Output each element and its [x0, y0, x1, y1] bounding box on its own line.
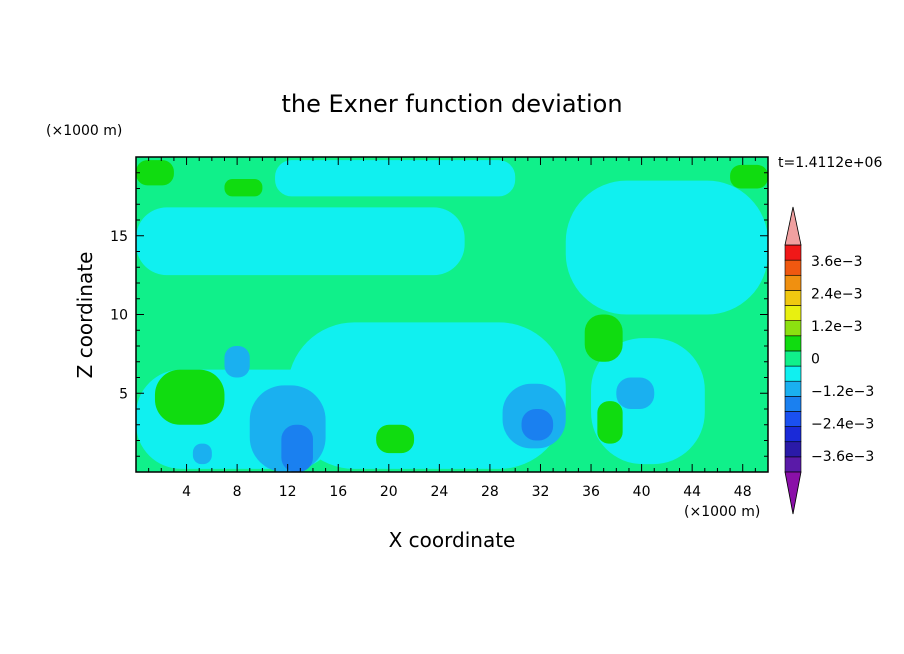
- colorbar-segment: [784, 411, 802, 427]
- x-tick-label: 16: [329, 484, 347, 500]
- y-axis-ticks: 5 10 15: [110, 172, 768, 457]
- x-axis-label: X coordinate: [389, 528, 516, 552]
- colorbar-segment: [784, 426, 802, 443]
- contour-region-10: [192, 443, 212, 465]
- contour-region-18: [730, 164, 768, 189]
- contour-region-16: [376, 424, 415, 454]
- x-tick-label: 40: [633, 484, 651, 500]
- contour-region-9: [224, 346, 250, 378]
- colorbar-tick-label: 1.2e−3: [811, 319, 863, 335]
- colorbar-segment: [784, 441, 802, 458]
- x-tick-label: 48: [734, 484, 752, 500]
- contour-region-17: [136, 160, 174, 186]
- colorbar-segment: [784, 335, 802, 352]
- colorbar-tick-label: −3.6e−3: [811, 449, 874, 465]
- x-tick-label: 44: [683, 484, 701, 500]
- colorbar-tick-label: 2.4e−3: [811, 287, 863, 303]
- colorbar-segment: [784, 350, 802, 367]
- colorbar-over-arrow: [784, 206, 802, 246]
- colorbar-segment: [784, 305, 802, 321]
- x-tick-label: 28: [481, 484, 499, 500]
- contour-region-1: [287, 322, 566, 469]
- colorbar-tick-label: −1.2e−3: [811, 384, 874, 400]
- contour-region-3: [136, 207, 465, 276]
- x-tick-label: 32: [532, 484, 550, 500]
- y-tick-label: 10: [110, 308, 128, 324]
- colorbar-segment: [784, 259, 802, 276]
- x-tick-label: 24: [430, 484, 448, 500]
- y-tick-label: 15: [110, 229, 128, 245]
- contour-region-5: [565, 180, 768, 315]
- contour-regions: [136, 160, 768, 472]
- y-unit-label: (×1000 m): [46, 123, 122, 139]
- x-unit-label: (×1000 m): [684, 504, 760, 520]
- colorbar-tick-label: −2.4e−3: [811, 416, 874, 432]
- colorbar-tick-label: 0: [811, 352, 820, 368]
- contour-region-14: [584, 314, 623, 362]
- contour-region-8: [616, 377, 655, 409]
- x-tick-label: 4: [182, 484, 191, 500]
- time-label: t=1.4112e+06: [778, 155, 882, 171]
- colorbar-segment: [784, 274, 802, 291]
- x-tick-label: 12: [279, 484, 297, 500]
- contour-region-11: [281, 424, 313, 472]
- colorbar-segment: [784, 365, 802, 382]
- contour-region-13: [154, 369, 225, 425]
- x-tick-label: 36: [582, 484, 600, 500]
- contour-region-19: [224, 179, 263, 197]
- colorbar-segment: [784, 380, 802, 397]
- colorbar-tick-label: 3.6e−3: [811, 254, 863, 270]
- colorbar-segment: [784, 290, 802, 306]
- x-tick-label: 20: [380, 484, 398, 500]
- colorbar-segment: [784, 456, 802, 473]
- chart-title: the Exner function deviation: [281, 90, 622, 118]
- contour-region-4: [275, 160, 516, 197]
- colorbar-under-arrow: [784, 471, 802, 515]
- colorbar: 3.6e−3 2.4e−3 1.2e−3 0 −1.2e−3 −2.4e−3 −3.6e−3: [784, 206, 874, 515]
- contour-region-15: [597, 401, 623, 444]
- colorbar-segment: [784, 320, 802, 337]
- colorbar-segment: [784, 244, 802, 261]
- x-tick-label: 8: [233, 484, 242, 500]
- y-axis-label: Z coordinate: [73, 252, 97, 379]
- x-axis-ticks: 4 8 12 16 20 24 28 32 36 40 44 48: [148, 157, 756, 500]
- y-tick-label: 5: [119, 386, 128, 402]
- contour-region-12: [521, 409, 554, 441]
- colorbar-segment: [784, 396, 802, 412]
